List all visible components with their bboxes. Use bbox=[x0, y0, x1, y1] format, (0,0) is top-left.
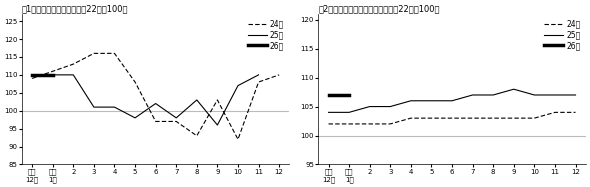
24年 bbox=[407, 117, 414, 119]
24年 bbox=[325, 123, 332, 125]
25年 bbox=[70, 74, 77, 76]
24年 bbox=[531, 117, 538, 119]
Text: 図1　農産物価格指数（平成22年＝100）: 図1 農産物価格指数（平成22年＝100） bbox=[22, 4, 129, 13]
24年 bbox=[111, 52, 118, 54]
24年 bbox=[346, 123, 353, 125]
24年 bbox=[276, 74, 283, 76]
26年 bbox=[49, 74, 56, 76]
25年 bbox=[552, 94, 559, 96]
25年 bbox=[214, 124, 221, 126]
24年 bbox=[194, 135, 201, 137]
25年 bbox=[386, 105, 394, 108]
25年 bbox=[346, 111, 353, 114]
24年 bbox=[366, 123, 373, 125]
25年 bbox=[366, 105, 373, 108]
24年 bbox=[490, 117, 497, 119]
24年 bbox=[510, 117, 517, 119]
24年 bbox=[255, 81, 262, 83]
26年 bbox=[28, 74, 35, 76]
24年 bbox=[70, 63, 77, 65]
24年 bbox=[214, 99, 221, 101]
24年 bbox=[49, 70, 56, 72]
25年 bbox=[490, 94, 497, 96]
24年 bbox=[552, 111, 559, 114]
24年 bbox=[572, 111, 579, 114]
25年 bbox=[234, 85, 241, 87]
26年 bbox=[346, 94, 353, 96]
25年 bbox=[469, 94, 476, 96]
24年 bbox=[448, 117, 455, 119]
25年 bbox=[49, 74, 56, 76]
24年 bbox=[469, 117, 476, 119]
24年 bbox=[173, 120, 180, 122]
25年 bbox=[194, 99, 201, 101]
Legend: 24年, 25年, 26年: 24年, 25年, 26年 bbox=[543, 18, 582, 52]
25年 bbox=[428, 100, 435, 102]
25年 bbox=[325, 111, 332, 114]
24年 bbox=[90, 52, 97, 54]
25年 bbox=[152, 102, 159, 105]
24年 bbox=[428, 117, 435, 119]
25年 bbox=[255, 74, 262, 76]
Line: 24年: 24年 bbox=[32, 53, 279, 139]
Text: 図2　農業生産資材価格指数（平成22年＝100）: 図2 農業生産資材価格指数（平成22年＝100） bbox=[318, 4, 440, 13]
24年 bbox=[152, 120, 159, 122]
25年 bbox=[28, 74, 35, 76]
25年 bbox=[173, 117, 180, 119]
25年 bbox=[111, 106, 118, 108]
25年 bbox=[407, 100, 414, 102]
Legend: 24年, 25年, 26年: 24年, 25年, 26年 bbox=[246, 18, 286, 52]
25年 bbox=[90, 106, 97, 108]
24年 bbox=[28, 77, 35, 79]
24年 bbox=[132, 81, 139, 83]
Line: 25年: 25年 bbox=[329, 89, 575, 112]
24年 bbox=[386, 123, 394, 125]
25年 bbox=[132, 117, 139, 119]
24年 bbox=[234, 138, 241, 140]
26年 bbox=[325, 94, 332, 96]
Line: 24年: 24年 bbox=[329, 112, 575, 124]
25年 bbox=[448, 100, 455, 102]
Line: 25年: 25年 bbox=[32, 75, 258, 125]
25年 bbox=[572, 94, 579, 96]
25年 bbox=[510, 88, 517, 90]
25年 bbox=[531, 94, 538, 96]
